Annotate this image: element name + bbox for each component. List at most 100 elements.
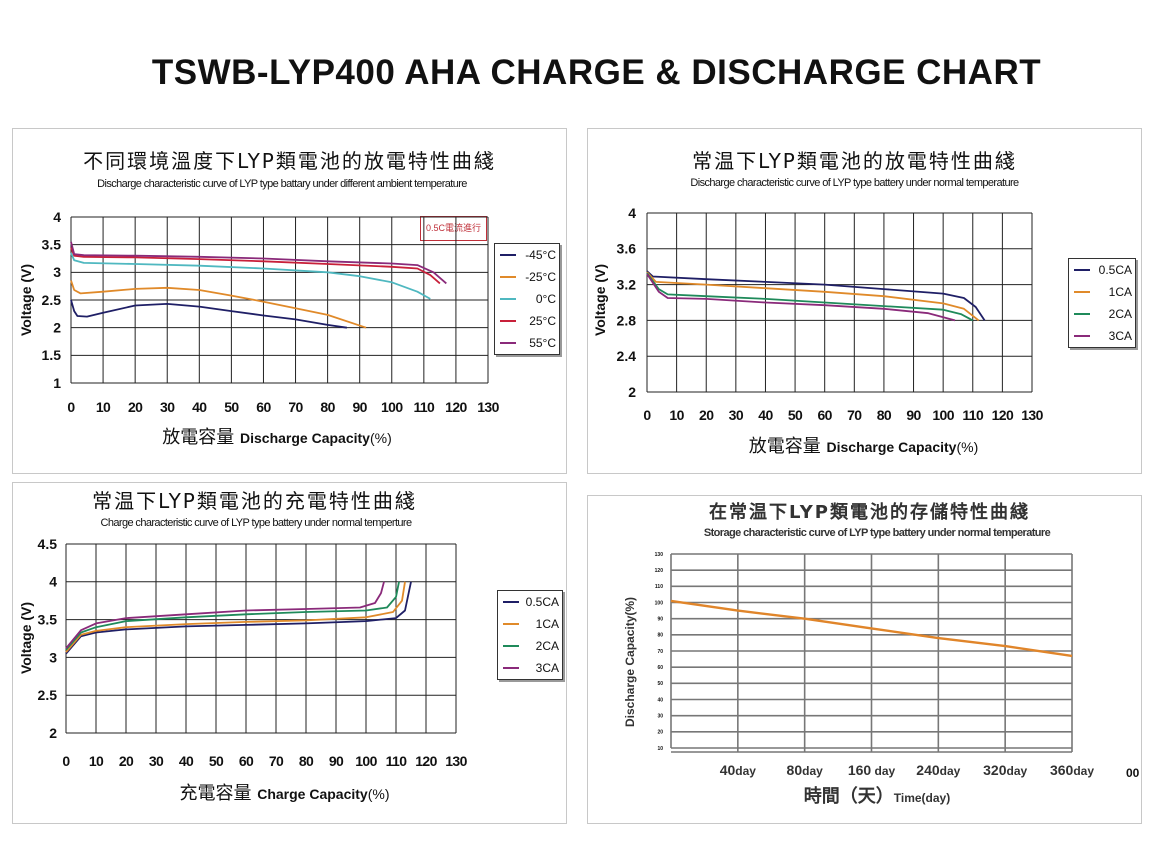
legend-label: 25°C xyxy=(529,314,556,328)
chart4-xlabel: 時間（天）Time(day) xyxy=(587,786,1163,809)
legend-item: 0.5CA xyxy=(1069,259,1135,281)
chart1-legend: -45°C -25°C 0°C 25°C 55°C xyxy=(494,243,560,355)
main-title: TSWB-LYP400 AHA CHARGE & DISCHARGE CHART xyxy=(151,53,1042,92)
x-tick-label: 30 xyxy=(160,399,175,415)
chart3-xlabel-unit: (%) xyxy=(367,786,390,802)
y-tick-label: 2 xyxy=(49,725,57,741)
legend-swatch xyxy=(500,320,516,322)
x-tick-label: 10 xyxy=(96,399,111,415)
y-tick-label: 2 xyxy=(53,320,61,336)
series-line-3CA xyxy=(65,581,385,649)
legend-item: 3CA xyxy=(1069,325,1135,347)
x-tick-label: 130 xyxy=(1021,407,1043,423)
x-tick-label: 70 xyxy=(288,399,303,415)
legend-swatch xyxy=(503,667,519,669)
chart4-xlabel-en: Time(day) xyxy=(893,791,951,805)
chart2-subtitle: Discharge characteristic curve of LYP ty… xyxy=(690,177,1019,189)
x-tick-label: 10 xyxy=(669,407,684,423)
legend-swatch xyxy=(500,342,516,344)
x-tick-label: 320day xyxy=(983,762,1027,778)
x-tick-label: 70 xyxy=(847,407,862,423)
chart2-xlabel-unit: (%) xyxy=(956,439,979,455)
y-tick-label: 90 xyxy=(657,616,663,622)
x-tick-unit: day xyxy=(1073,764,1094,778)
x-tick-label: 90 xyxy=(329,753,344,769)
legend-swatch xyxy=(500,298,516,300)
y-tick-label: 3 xyxy=(53,264,61,280)
legend-label: 0.5CA xyxy=(1098,263,1132,277)
legend-swatch xyxy=(500,254,516,256)
chart1-xlabel: 放電容量 Discharge Capacity(%) xyxy=(12,427,542,449)
chart4-subtitle: Storage characteristic curve of LYP type… xyxy=(703,527,1051,539)
x-tick-label: 60 xyxy=(239,753,254,769)
x-tick-label: 90 xyxy=(906,407,921,423)
y-tick-label: 100 xyxy=(655,600,664,606)
x-tick-label: 40 xyxy=(758,407,773,423)
chart1-xlabel-en: Discharge Capacity xyxy=(240,430,370,446)
chart-3: 2 2.5 3 3.5 4 4.5 0 10 20 30 40 50 60 70 80 90 100 110 120… xyxy=(38,536,469,769)
x-tick-unit: day xyxy=(735,764,756,778)
chart3-title: 常温下LYP類電池的充電特性曲綫 xyxy=(92,489,417,513)
y-tick-label: 4.5 xyxy=(38,536,58,552)
legend-item: 1CA xyxy=(498,613,562,635)
x-tick-unit: day xyxy=(871,764,895,778)
chart2-xlabel: 放電容量 Discharge Capacity(%) xyxy=(587,436,1140,458)
x-tick-label: 50 xyxy=(224,399,239,415)
y-tick-label: 40 xyxy=(657,697,663,703)
x-tick-label: 100 xyxy=(381,399,403,415)
y-tick-label: 3 xyxy=(49,649,57,665)
x-tick-label: 0 xyxy=(62,753,70,769)
y-tick-label: 3.6 xyxy=(617,241,637,257)
x-tick-label: 40day xyxy=(720,762,757,778)
y-tick-label: 2.4 xyxy=(617,348,637,364)
x-tick-label: 90 xyxy=(353,399,368,415)
legend-item: 2CA xyxy=(498,635,562,657)
y-tick-label: 1 xyxy=(53,375,61,391)
y-tick-label: 70 xyxy=(657,649,663,655)
x-tick-label: 20 xyxy=(128,399,143,415)
y-tick-label: 20 xyxy=(657,730,663,736)
chart3-subtitle: Charge characteristic curve of LYP type … xyxy=(100,517,413,529)
y-tick-label: 4 xyxy=(53,209,61,225)
y-tick-label: 50 xyxy=(657,681,663,687)
panel-temperature-discharge xyxy=(12,128,567,474)
series-line-1CA xyxy=(646,271,980,322)
legend-item: 1CA xyxy=(1069,281,1135,303)
x-tick-label: 30 xyxy=(149,753,164,769)
chart-1: 11.522.533.540 10 20 30 40 50 60 70 80 90 100 110 12… xyxy=(42,209,501,415)
legend-swatch xyxy=(1074,313,1090,315)
chart2-title: 常温下LYP類電池的放電特性曲綫 xyxy=(692,149,1017,173)
legend-label: 2CA xyxy=(535,639,559,653)
legend-label: 3CA xyxy=(535,661,559,675)
legend-label: 2CA xyxy=(1108,307,1132,321)
x-tick-label: 110 xyxy=(413,399,435,415)
series-line-0.5CA xyxy=(646,270,986,321)
x-tick-label: 10 xyxy=(89,753,104,769)
x-tick-label: 120 xyxy=(445,399,467,415)
legend-swatch xyxy=(1074,335,1090,337)
legend-label: 1CA xyxy=(535,617,559,631)
chart1-xlabel-unit: (%) xyxy=(369,430,392,446)
legend-label: 1CA xyxy=(1108,285,1132,299)
x-tick-label: 110 xyxy=(962,407,984,423)
series-line-1CA xyxy=(65,581,406,653)
chart-2: 22.42.83.23.640 10 20 30 40 50 60 70 80 90 100 110 1… xyxy=(617,205,1045,423)
x-tick-label: 80day xyxy=(787,762,824,778)
x-tick-label: 40 xyxy=(192,399,207,415)
x-tick-label: 20 xyxy=(699,407,714,423)
series-line-0.5CA xyxy=(65,581,412,655)
series-line-0C xyxy=(70,252,431,300)
y-tick-label: 2.5 xyxy=(42,292,62,308)
y-tick-label: 2.5 xyxy=(38,687,58,703)
x-tick-unit: day xyxy=(940,764,961,778)
chart3-xlabel-zh: 充電容量 xyxy=(179,783,252,804)
series-line-3CA xyxy=(646,273,956,322)
legend-label: 0.5CA xyxy=(525,595,559,609)
legend-swatch xyxy=(1074,269,1090,271)
y-tick-label: 110 xyxy=(655,584,663,590)
x-tick-label: 100 xyxy=(355,753,377,769)
x-tick-unit: day xyxy=(802,764,823,778)
y-tick-label: 80 xyxy=(657,633,663,639)
legend-item: 25°C xyxy=(495,310,559,332)
y-tick-label: 130 xyxy=(655,552,664,558)
